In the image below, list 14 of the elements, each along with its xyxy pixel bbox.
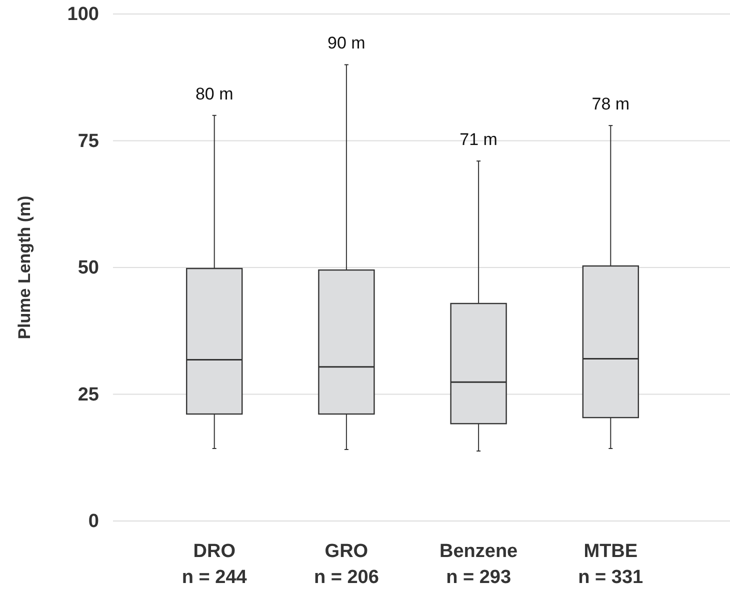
y-tick-label: 50 <box>78 258 99 279</box>
x-tick-label: GRO n = 206 <box>314 541 379 588</box>
annotation: 78 m <box>592 94 630 114</box>
y-tick-label: 0 <box>88 511 99 532</box>
y-tick-label: 100 <box>67 4 99 26</box>
y-tick-label: 25 <box>78 384 100 406</box>
annotation: 90 m <box>328 34 366 53</box>
annotation: 71 m <box>460 130 498 150</box>
y-tick-label: 75 <box>78 130 100 152</box>
x-tick-label: MTBE n = 331 <box>578 541 644 588</box>
y-axis-title: Plume Length (m) <box>15 196 34 340</box>
x-tick-label: DRO n = 244 <box>182 541 248 588</box>
x-tick-label: Benzene n = 293 <box>439 541 518 588</box>
annotation: 80 m <box>195 84 234 104</box>
